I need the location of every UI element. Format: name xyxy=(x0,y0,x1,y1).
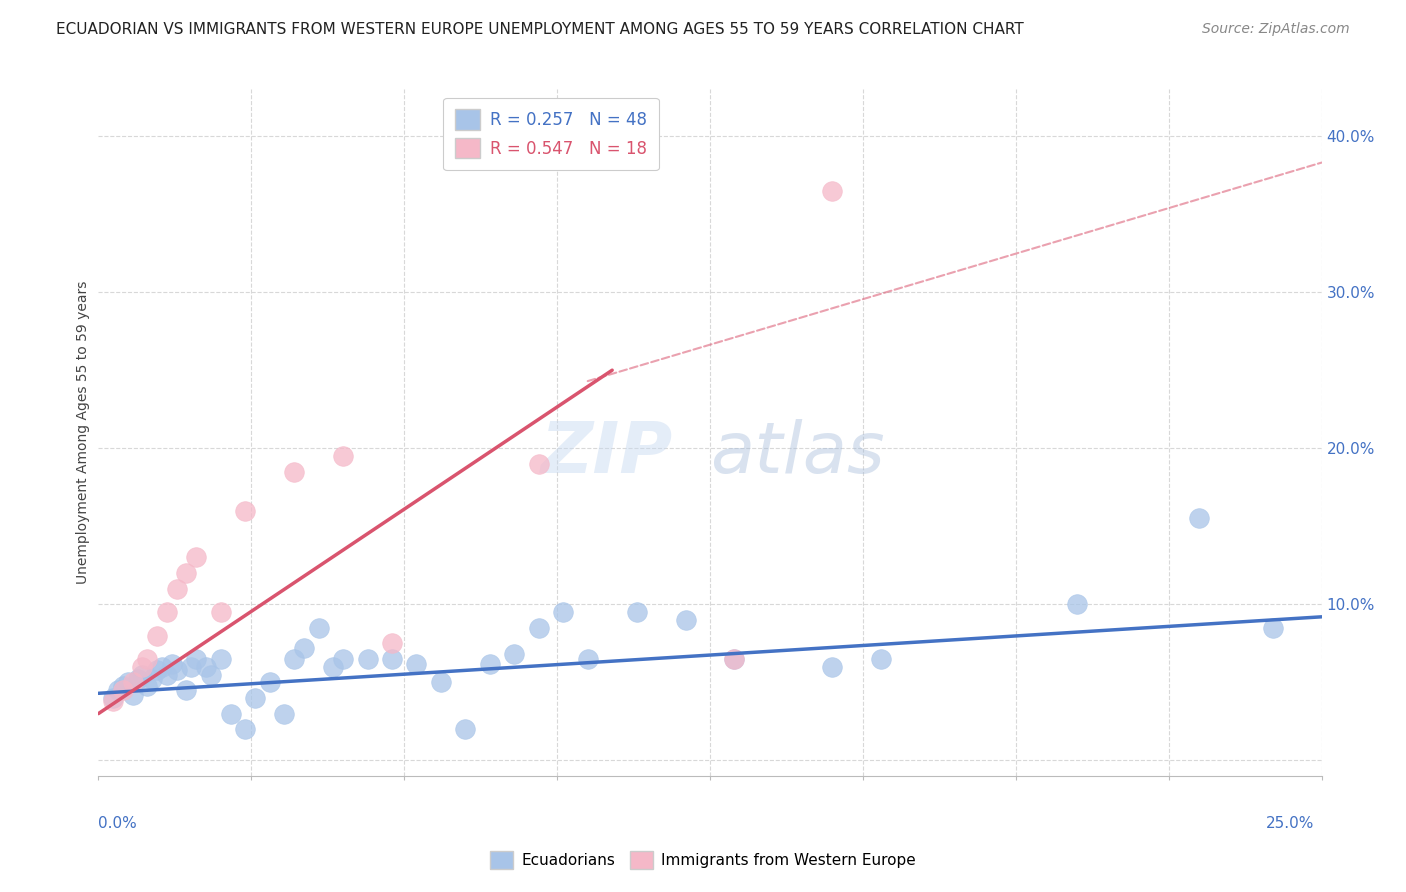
Text: 25.0%: 25.0% xyxy=(1267,816,1315,831)
Point xyxy=(141,673,163,687)
Point xyxy=(101,690,124,705)
Point xyxy=(180,660,202,674)
Point xyxy=(283,465,305,479)
Text: atlas: atlas xyxy=(710,418,884,488)
Point xyxy=(186,550,208,565)
Point xyxy=(292,640,315,655)
Point xyxy=(121,675,143,690)
Point xyxy=(146,663,169,677)
Point xyxy=(332,652,354,666)
Point xyxy=(870,652,893,666)
Point xyxy=(381,636,404,650)
Point xyxy=(107,683,129,698)
Point xyxy=(322,660,344,674)
Point xyxy=(209,652,232,666)
Point xyxy=(195,660,218,674)
Point xyxy=(117,675,139,690)
Point xyxy=(1188,511,1211,525)
Point xyxy=(131,667,153,681)
Point xyxy=(283,652,305,666)
Point xyxy=(308,621,330,635)
Point xyxy=(454,723,477,737)
Point xyxy=(527,621,550,635)
Point xyxy=(821,660,844,674)
Point xyxy=(186,652,208,666)
Point xyxy=(356,652,378,666)
Point xyxy=(136,652,159,666)
Point xyxy=(381,652,404,666)
Point xyxy=(553,605,575,619)
Point xyxy=(1261,621,1284,635)
Point xyxy=(527,457,550,471)
Point xyxy=(405,657,427,671)
Point xyxy=(176,683,198,698)
Point xyxy=(259,675,281,690)
Point xyxy=(136,678,159,692)
Point xyxy=(176,566,198,580)
Legend: Ecuadorians, Immigrants from Western Europe: Ecuadorians, Immigrants from Western Eur… xyxy=(485,845,921,875)
Point xyxy=(243,690,266,705)
Text: Source: ZipAtlas.com: Source: ZipAtlas.com xyxy=(1202,22,1350,37)
Point xyxy=(675,613,697,627)
Point xyxy=(146,628,169,642)
Text: ZIP: ZIP xyxy=(541,418,673,488)
Text: 0.0%: 0.0% xyxy=(98,816,138,831)
Text: ECUADORIAN VS IMMIGRANTS FROM WESTERN EUROPE UNEMPLOYMENT AMONG AGES 55 TO 59 YE: ECUADORIAN VS IMMIGRANTS FROM WESTERN EU… xyxy=(56,22,1024,37)
Point xyxy=(233,723,256,737)
Point xyxy=(219,706,242,721)
Point xyxy=(111,678,134,692)
Point xyxy=(626,605,648,619)
Point xyxy=(478,657,501,671)
Point xyxy=(166,582,188,596)
Point xyxy=(121,688,143,702)
Point xyxy=(101,694,124,708)
Point xyxy=(127,673,149,687)
Point xyxy=(160,657,183,671)
Legend: R = 0.257   N = 48, R = 0.547   N = 18: R = 0.257 N = 48, R = 0.547 N = 18 xyxy=(443,97,658,169)
Point xyxy=(430,675,453,690)
Point xyxy=(150,660,173,674)
Point xyxy=(131,660,153,674)
Point xyxy=(576,652,599,666)
Point xyxy=(723,652,745,666)
Point xyxy=(233,503,256,517)
Point xyxy=(1066,598,1088,612)
Point xyxy=(156,667,179,681)
Point xyxy=(723,652,745,666)
Point xyxy=(821,184,844,198)
Point xyxy=(332,449,354,463)
Point xyxy=(166,663,188,677)
Point xyxy=(209,605,232,619)
Point xyxy=(273,706,295,721)
Point xyxy=(200,667,222,681)
Point xyxy=(503,647,526,661)
Y-axis label: Unemployment Among Ages 55 to 59 years: Unemployment Among Ages 55 to 59 years xyxy=(76,281,90,584)
Point xyxy=(111,683,134,698)
Point xyxy=(156,605,179,619)
